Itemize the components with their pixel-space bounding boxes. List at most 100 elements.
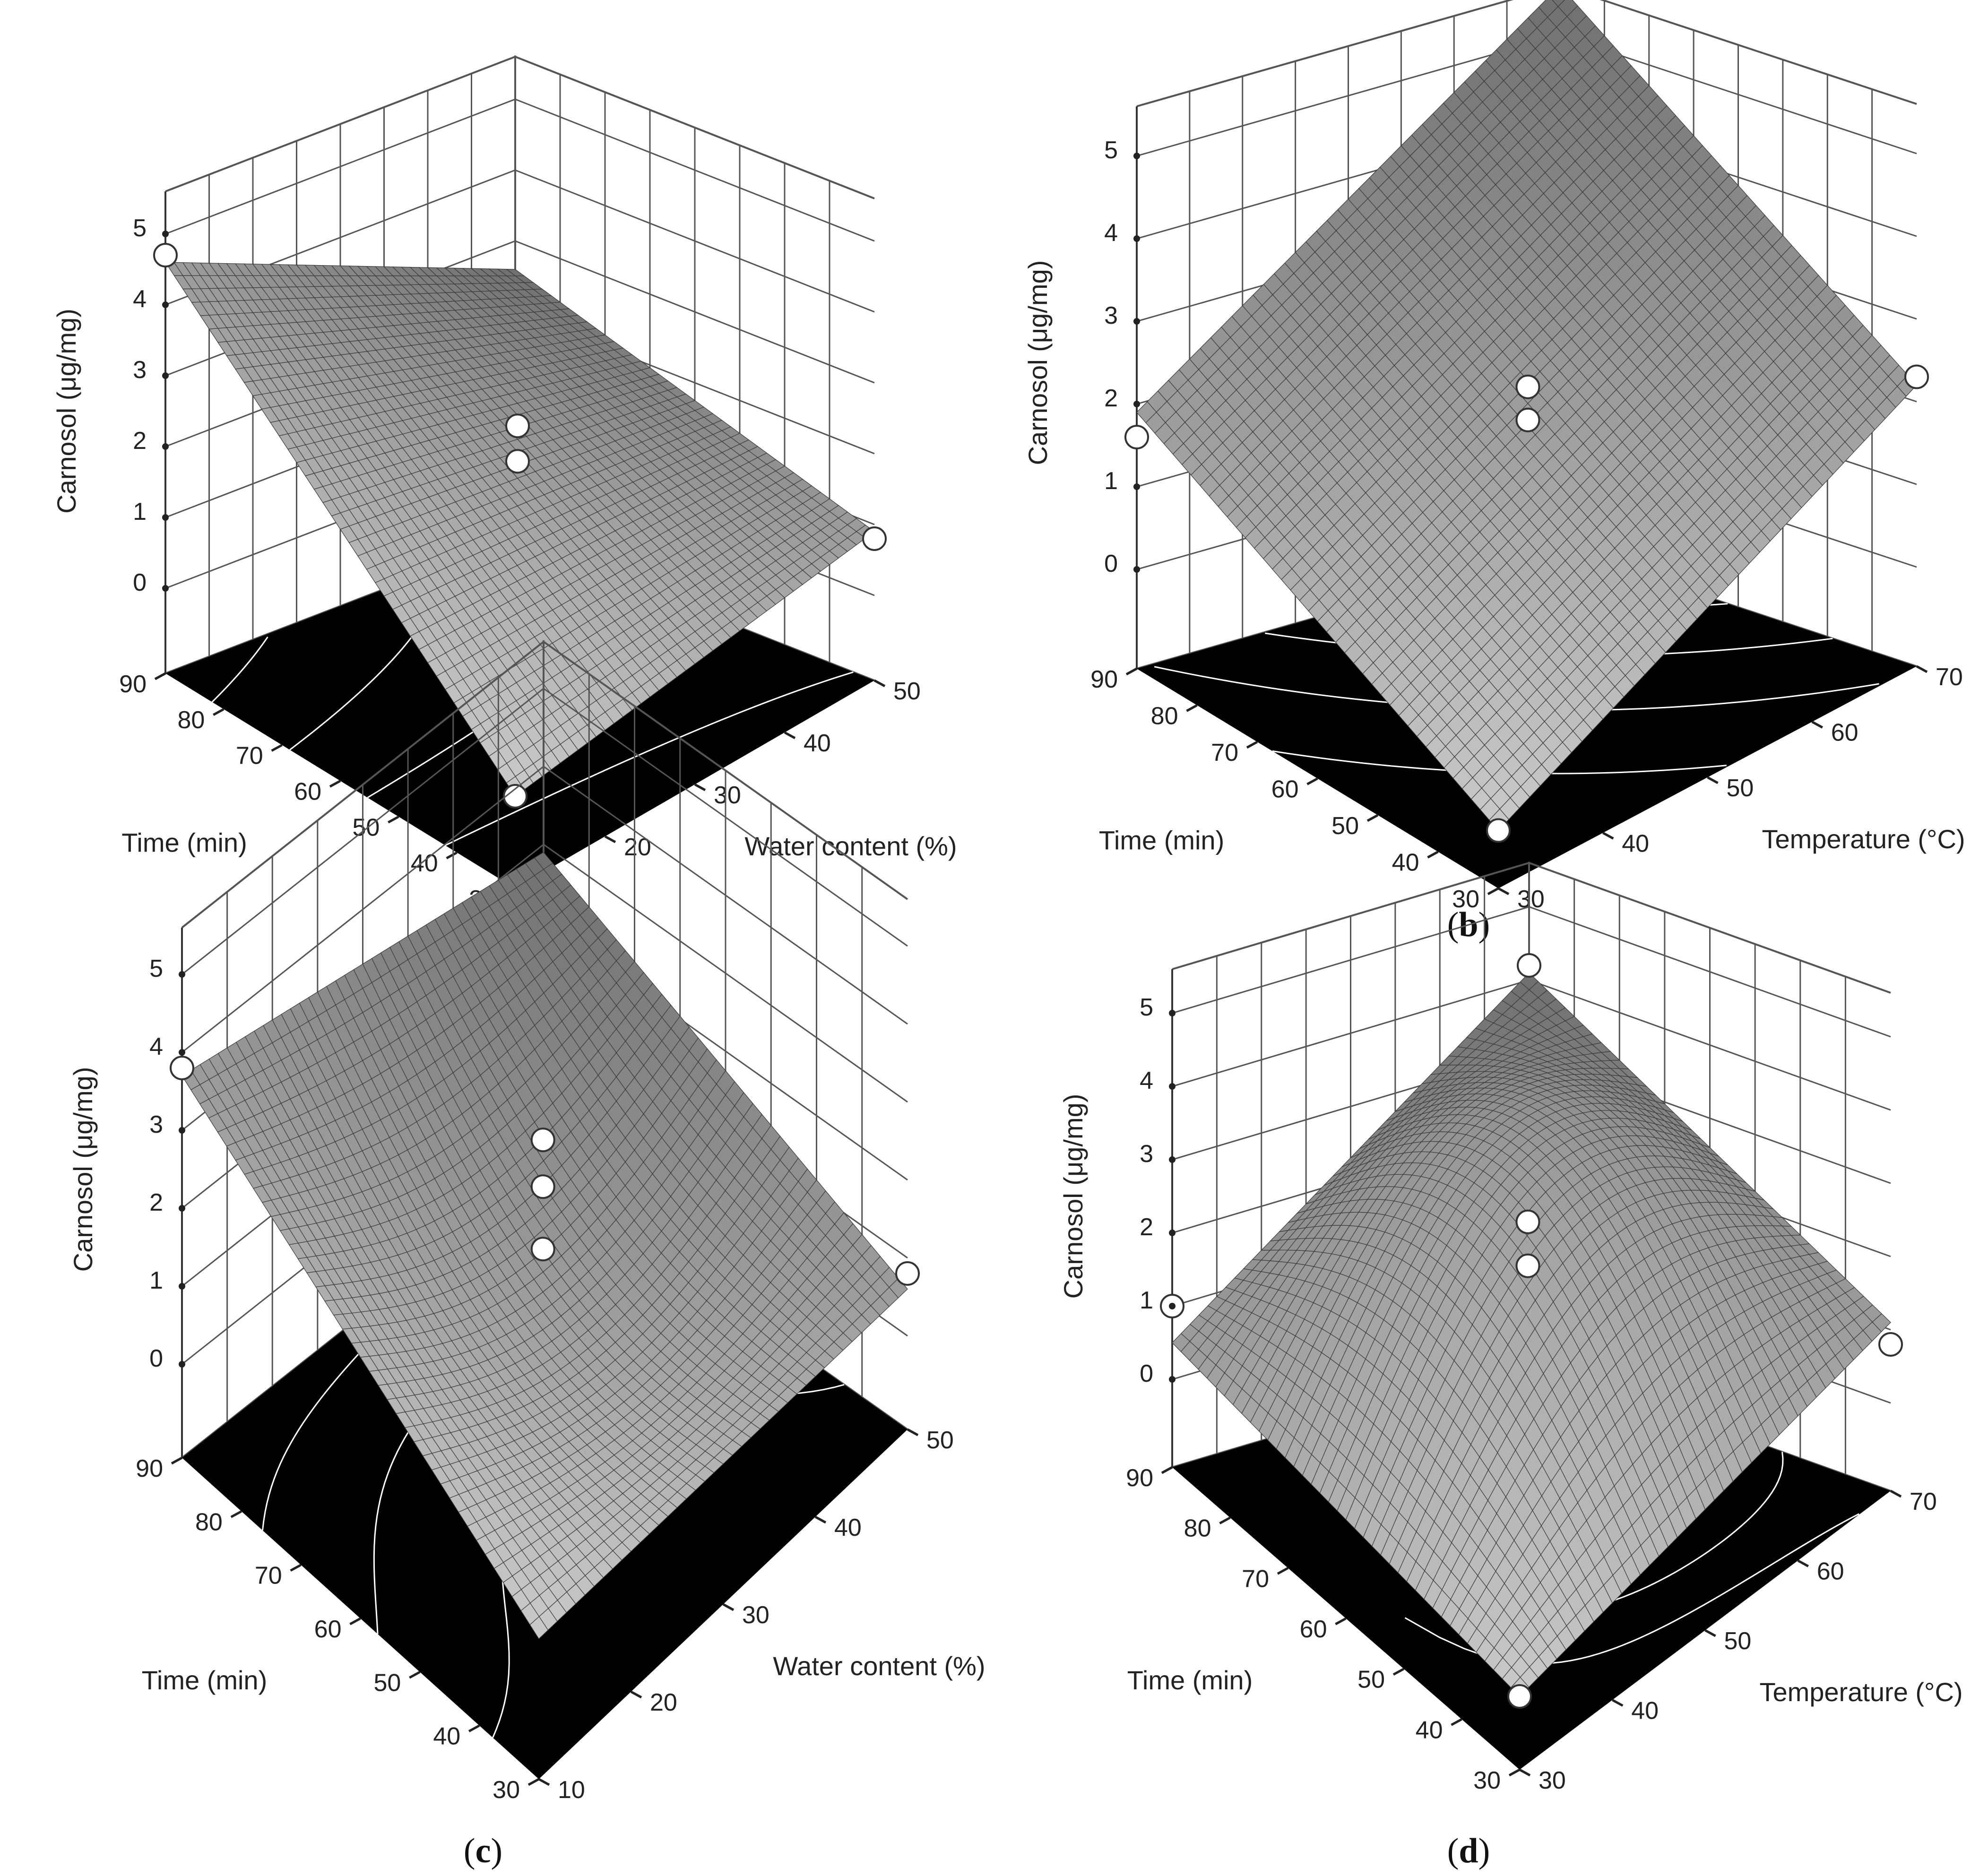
y-tick-label-a-4: 50 <box>893 678 921 705</box>
design-point-b-5 <box>1486 818 1511 843</box>
z-tick-label-a-4: 4 <box>133 285 147 313</box>
x-tick-label-b-6: 90 <box>1090 666 1118 693</box>
design-point-c-3 <box>530 1237 555 1262</box>
z-axis-a: 0 1 2 3 4 5 Carnosol (μg/mg) <box>52 215 169 596</box>
design-point-d-5 <box>1507 1684 1532 1709</box>
y-tick-label-d-2: 50 <box>1724 1627 1752 1655</box>
y-tick-label-c-0: 10 <box>558 1776 585 1804</box>
y-tick-label-b-2: 50 <box>1727 774 1754 802</box>
caption-d-letter: d <box>1459 1832 1478 1870</box>
x-tick-label-c-3: 60 <box>314 1616 342 1643</box>
z-tick-label-d-1: 1 <box>1140 1287 1153 1314</box>
design-point-a-4 <box>862 526 887 551</box>
x-tick-label-c-2: 50 <box>373 1669 401 1696</box>
x-tick-label-b-3: 60 <box>1271 776 1299 803</box>
design-point-c-1 <box>530 1127 555 1153</box>
design-points-d <box>1160 953 1903 1709</box>
y-tick-label-d-0: 30 <box>1539 1767 1566 1794</box>
x-tick-label-a-6: 90 <box>119 671 147 698</box>
x-tick-label-b-1: 40 <box>1392 849 1419 877</box>
z-axis-label-c: Carnosol (μg/mg) <box>68 1067 98 1272</box>
y-axis-label-a: Water content (%) <box>744 831 957 861</box>
surface-plot-a: 0 1 2 3 4 5 Carnosol (μg/mg) 30 40 50 60 70 80 90 Time… <box>52 55 957 913</box>
y-tick-label-c-3: 40 <box>834 1514 862 1541</box>
z-tick-label-b-3: 3 <box>1104 302 1118 329</box>
panel-a: 0 1 2 3 4 5 Carnosol (μg/mg) 30 40 50 60 70 80 90 Time… <box>0 0 986 944</box>
x-tick-label-c-1: 40 <box>433 1723 460 1750</box>
y-tick-label-c-2: 30 <box>742 1601 769 1629</box>
y-axis-label-d: Temperature (°C) <box>1759 1677 1962 1707</box>
y-tick-label-b-3: 60 <box>1831 719 1859 747</box>
design-point-b-1 <box>1124 425 1149 449</box>
surface-plot-c: 0 1 2 3 4 5 Carnosol (μg/mg) 30 40 50 60 70 80 90 Time… <box>68 639 986 1804</box>
design-point-b-3 <box>1515 374 1540 399</box>
design-point-d-3 <box>1515 1209 1540 1234</box>
x-tick-label-b-2: 50 <box>1331 812 1359 840</box>
z-tick-label-c-1: 1 <box>149 1267 163 1294</box>
z-tick-label-d-2: 2 <box>1140 1213 1153 1241</box>
z-tick-label-b-0: 0 <box>1104 550 1118 577</box>
surface-mesh-b <box>1136 0 1917 831</box>
x-axis-b: 30 40 50 60 70 80 90 Time (min) <box>1090 666 1499 913</box>
z-axis-d: 0 1 2 3 4 5 Carnosol (μg/mg) <box>1058 994 1176 1387</box>
y-tick-label-b-1: 40 <box>1622 830 1649 858</box>
z-tick-label-b-5: 5 <box>1104 137 1118 164</box>
x-tick-label-d-0: 30 <box>1473 1767 1501 1794</box>
x-tick-label-b-4: 70 <box>1211 739 1238 766</box>
x-tick-label-d-6: 90 <box>1126 1464 1153 1492</box>
z-tick-label-d-3: 3 <box>1140 1140 1153 1168</box>
z-tick-label-a-2: 2 <box>133 427 147 455</box>
y-axis-label-b: Temperature (°C) <box>1762 824 1965 854</box>
x-tick-label-c-0: 30 <box>493 1776 520 1804</box>
y-tick-label-d-4: 70 <box>1910 1488 1937 1515</box>
design-point-c-0 <box>170 1056 194 1080</box>
panel-d: 0 1 2 3 4 5 Carnosol (μg/mg) 30 40 50 60 70 80 90 Time… <box>986 861 1971 1876</box>
z-tick-label-c-4: 4 <box>149 1033 163 1060</box>
design-point-a-1 <box>505 413 530 439</box>
y-tick-label-d-1: 40 <box>1631 1697 1659 1725</box>
z-tick-label-c-3: 3 <box>149 1111 163 1138</box>
x-axis-c: 30 40 50 60 70 80 90 Time (min) <box>136 1455 540 1804</box>
x-tick-label-d-4: 70 <box>1242 1565 1269 1592</box>
x-tick-label-b-5: 80 <box>1151 703 1178 730</box>
x-tick-label-d-5: 80 <box>1184 1515 1211 1542</box>
x-tick-label-a-5: 80 <box>177 706 205 734</box>
y-tick-label-a-3: 40 <box>804 730 831 757</box>
design-points-a <box>153 243 887 809</box>
x-tick-label-d-3: 60 <box>1300 1616 1327 1643</box>
design-point-c-4 <box>895 1261 920 1286</box>
surface-mesh-d <box>1172 972 1891 1697</box>
z-axis-c: 0 1 2 3 4 5 Carnosol (μg/mg) <box>68 955 185 1372</box>
y-axis-label-c: Water content (%) <box>773 1651 985 1681</box>
z-axis-label-d: Carnosol (μg/mg) <box>1058 1094 1088 1299</box>
z-tick-label-a-0: 0 <box>133 569 147 596</box>
z-tick-label-a-5: 5 <box>133 215 147 242</box>
z-tick-label-c-5: 5 <box>149 955 163 982</box>
y-tick-label-a-1: 20 <box>624 834 651 861</box>
design-point-c-2 <box>530 1174 555 1199</box>
x-tick-label-c-4: 70 <box>255 1562 282 1590</box>
z-axis-label-b: Carnosol (μg/mg) <box>1023 260 1053 465</box>
x-tick-label-d-2: 50 <box>1357 1666 1385 1694</box>
x-tick-label-d-1: 40 <box>1416 1716 1443 1744</box>
y-tick-label-b-4: 70 <box>1936 663 1963 691</box>
caption-b: (b) <box>1447 905 1490 944</box>
surface-plot-d: 0 1 2 3 4 5 Carnosol (μg/mg) 30 40 50 60 70 80 90 Time… <box>1058 861 1963 1794</box>
y-tick-label-a-2: 30 <box>714 782 741 809</box>
design-points-b <box>1124 364 1929 843</box>
z-tick-label-b-2: 2 <box>1104 385 1118 412</box>
y-axis-d: 30 40 50 60 70 Temperature (°C) <box>1519 1488 1963 1794</box>
z-tick-label-d-5: 5 <box>1140 994 1153 1021</box>
design-point-d-2 <box>1878 1332 1903 1357</box>
x-tick-label-c-5: 80 <box>195 1508 223 1536</box>
caption-c-letter: c <box>475 1832 491 1870</box>
caption-d: (d) <box>1447 1832 1490 1870</box>
x-axis-label-c: Time (min) <box>142 1665 267 1695</box>
panel-b: 0 1 2 3 4 5 Carnosol (μg/mg) 30 40 50 60 70 80 90 Time… <box>986 0 1971 944</box>
z-tick-label-d-4: 4 <box>1140 1067 1153 1094</box>
z-tick-label-c-0: 0 <box>149 1345 163 1372</box>
x-tick-label-b-0: 30 <box>1452 886 1479 913</box>
x-axis-label-d: Time (min) <box>1127 1665 1253 1695</box>
design-point-b-4 <box>1515 407 1540 432</box>
